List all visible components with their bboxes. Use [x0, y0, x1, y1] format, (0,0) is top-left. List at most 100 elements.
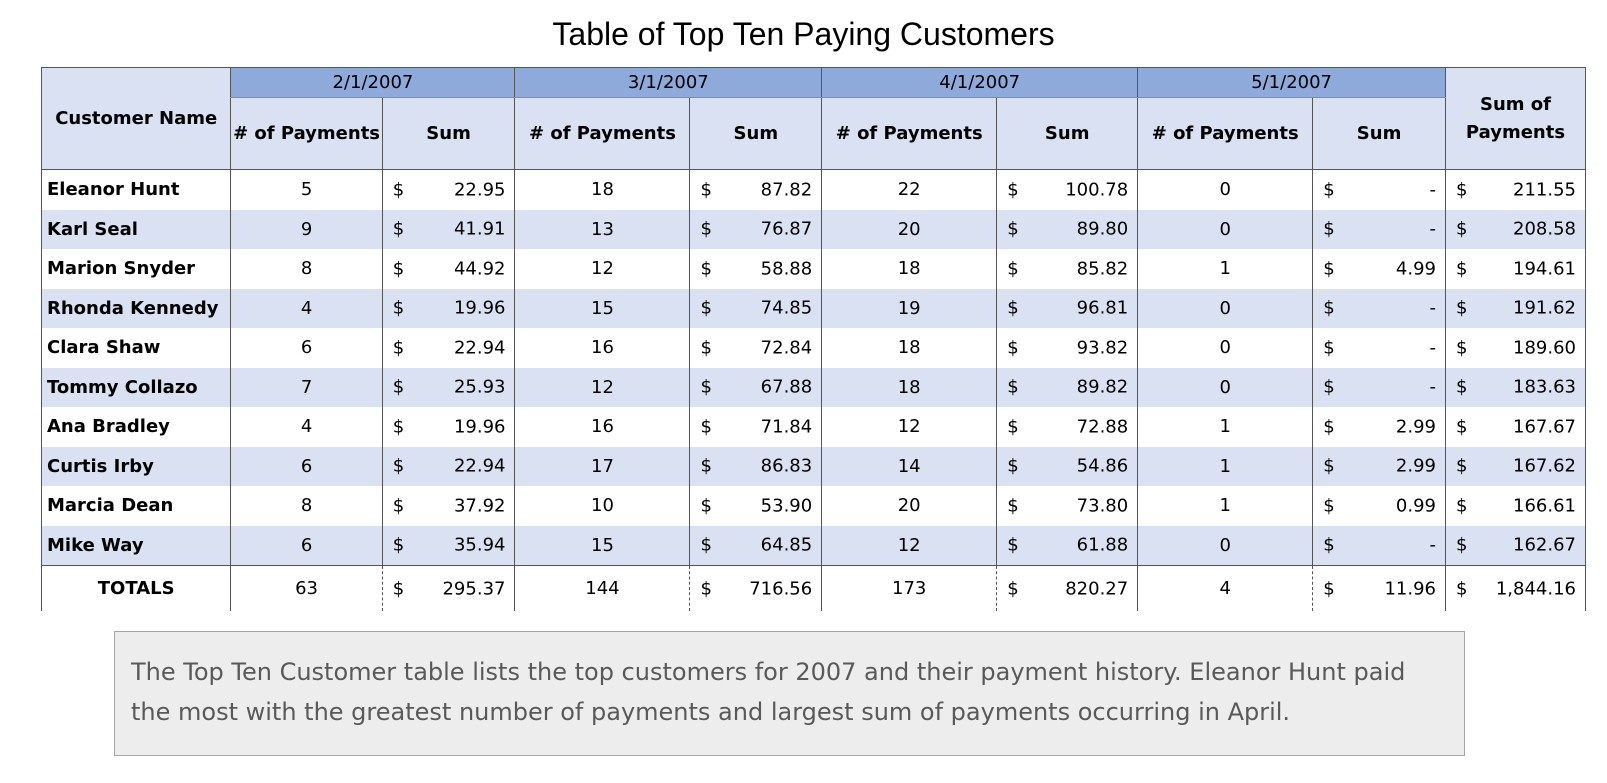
payments-feb: 9 — [230, 209, 383, 249]
currency-symbol: $ — [1007, 455, 1019, 477]
sum-mar: $58.88 — [689, 249, 822, 289]
sum-feb: $22.94 — [381, 446, 515, 486]
sum-feb: $44.92 — [381, 249, 515, 289]
currency-symbol: $ — [1323, 455, 1335, 477]
payments-mar: 16 — [514, 407, 690, 447]
currency-symbol: $ — [392, 218, 405, 240]
payments-may: 0 — [1137, 328, 1313, 368]
total-payments-feb: 63 — [230, 565, 383, 611]
payments-apr: 14 — [821, 446, 997, 486]
sum-mar: $53.90 — [689, 486, 822, 526]
currency-symbol: $ — [700, 297, 712, 319]
payments-label: Payments — [1465, 121, 1566, 143]
currency-symbol: $ — [1007, 179, 1019, 201]
sum-header: Sum — [996, 97, 1138, 170]
summary-caption: The Top Ten Customer table lists the top… — [114, 631, 1465, 756]
page-title: Table of Top Ten Paying Customers — [552, 16, 1055, 52]
table-row: Clara Shaw 6 $22.94 16 $72.84 18 $93.82 0 $ - $189… — [40, 328, 1587, 368]
sum-may: $ - — [1312, 367, 1446, 407]
sum-mar: $71.84 — [689, 407, 822, 447]
sum-apr: $89.82 — [996, 367, 1138, 407]
customers-table: Customer Name 2/1/2007 3/1/2007 4/1/2007… — [40, 67, 1587, 611]
currency-symbol: $ — [392, 534, 405, 556]
sum-may: $2.99 — [1312, 407, 1446, 447]
payments-feb: 4 — [230, 288, 383, 328]
currency-symbol: $ — [392, 416, 405, 438]
currency-symbol: $ — [1455, 179, 1468, 201]
sum-feb: $41.91 — [381, 209, 515, 249]
sum-header: Sum — [1312, 97, 1446, 170]
currency-symbol: $ — [1455, 218, 1468, 240]
sum-feb: $19.96 — [381, 288, 515, 328]
customer-name: Tommy Collazo — [40, 367, 231, 407]
totals-label: TOTALS — [40, 565, 231, 611]
currency-symbol: $ — [1323, 376, 1335, 398]
currency-symbol: $ — [1455, 455, 1468, 477]
total-payments-may: 4 — [1137, 565, 1313, 611]
table-row: Ana Bradley 4 $19.96 16 $71.84 12 $72.88 1 $2.99… — [40, 407, 1587, 447]
row-total: $189.60 — [1444, 328, 1587, 368]
sum-mar: $74.85 — [689, 288, 822, 328]
currency-symbol: $ — [1323, 179, 1335, 201]
currency-symbol: $ — [1007, 376, 1019, 398]
currency-symbol: $ — [1007, 297, 1019, 319]
customer-name: Mike Way — [40, 525, 231, 566]
currency-symbol: $ — [1455, 578, 1468, 599]
payments-count-header: # of Payments — [230, 97, 383, 170]
payments-apr: 18 — [821, 328, 997, 368]
currency-symbol: $ — [392, 179, 405, 201]
payments-count-header: # of Payments — [1137, 97, 1313, 170]
currency-symbol: $ — [1455, 258, 1468, 280]
sum-may: $2.99 — [1312, 446, 1446, 486]
payments-may: 0 — [1137, 525, 1313, 566]
payments-mar: 12 — [514, 367, 690, 407]
currency-symbol: $ — [700, 416, 712, 438]
sum-apr: $72.88 — [996, 407, 1138, 447]
sum-mar: $72.84 — [689, 328, 822, 368]
sum-apr: $89.80 — [996, 209, 1138, 249]
payments-may: 1 — [1137, 407, 1313, 447]
currency-symbol: $ — [700, 337, 712, 359]
sum-apr: $93.82 — [996, 328, 1138, 368]
sum-mar: $87.82 — [689, 169, 822, 210]
customer-name: Clara Shaw — [40, 328, 231, 368]
table-row: Eleanor Hunt 5 $22.95 18 $87.82 22 $100.78 0 $ - $… — [40, 169, 1587, 210]
sum-apr: $54.86 — [996, 446, 1138, 486]
row-total: $167.67 — [1444, 407, 1587, 447]
payments-count-header: # of Payments — [514, 97, 690, 170]
currency-symbol: $ — [1323, 297, 1335, 319]
currency-symbol: $ — [392, 258, 405, 280]
row-total: $208.58 — [1444, 209, 1587, 249]
sum-mar: $67.88 — [689, 367, 822, 407]
payments-count-header: # of Payments — [821, 97, 997, 170]
payments-apr: 18 — [821, 367, 997, 407]
table-row: Rhonda Kennedy 4 $19.96 15 $74.85 19 $96.81 0 $ -… — [40, 288, 1587, 328]
currency-symbol: $ — [1323, 258, 1335, 280]
currency-symbol: $ — [700, 455, 712, 477]
currency-symbol: $ — [392, 455, 405, 477]
customer-name: Rhonda Kennedy — [40, 288, 231, 328]
payments-mar: 16 — [514, 328, 690, 368]
payments-apr: 20 — [821, 209, 997, 249]
total-payments-mar: 144 — [514, 565, 690, 611]
sum-may: $ - — [1312, 209, 1446, 249]
sum-feb: $37.92 — [381, 486, 515, 526]
customer-name: Karl Seal — [40, 209, 231, 249]
sum-apr: $96.81 — [996, 288, 1138, 328]
currency-symbol: $ — [392, 578, 405, 599]
sum-apr: $61.88 — [996, 525, 1138, 566]
currency-symbol: $ — [700, 578, 712, 599]
payments-apr: 20 — [821, 486, 997, 526]
sum-feb: $25.93 — [381, 367, 515, 407]
table-row: Marcia Dean 8 $37.92 10 $53.90 20 $73.80 1 $0.99… — [40, 486, 1587, 526]
row-total: $191.62 — [1444, 288, 1587, 328]
sum-apr: $85.82 — [996, 249, 1138, 289]
sum-apr: $100.78 — [996, 169, 1138, 210]
payments-mar: 13 — [514, 209, 690, 249]
currency-symbol: $ — [1323, 534, 1335, 556]
sum-feb: $22.95 — [381, 169, 515, 210]
currency-symbol: $ — [392, 337, 405, 359]
currency-symbol: $ — [1455, 376, 1468, 398]
payments-may: 0 — [1137, 169, 1313, 210]
currency-symbol: $ — [700, 218, 712, 240]
